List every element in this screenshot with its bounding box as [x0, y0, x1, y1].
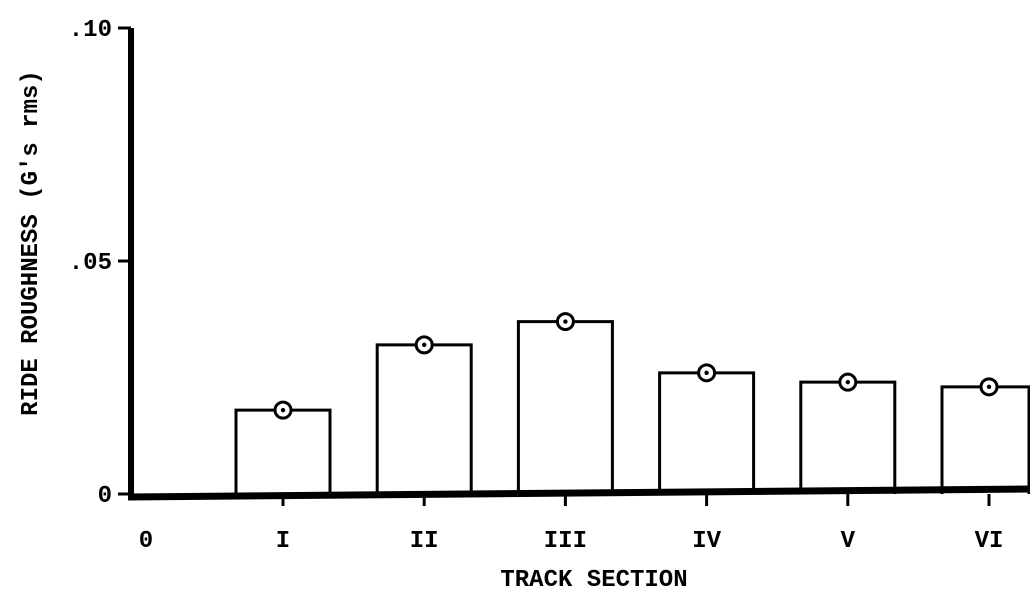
x-axis-line	[127, 485, 1030, 501]
x-ticks-group: I II III IV V VI	[276, 494, 1004, 555]
data-point-marker	[414, 335, 434, 355]
data-point-marker	[979, 377, 999, 397]
x-tick-label: II	[410, 528, 439, 555]
bar	[658, 371, 756, 494]
bar	[940, 385, 1030, 494]
bar	[516, 320, 614, 494]
data-point-marker	[555, 312, 575, 332]
bar	[234, 408, 332, 494]
y-tick-label: .05	[69, 250, 112, 277]
data-point-marker	[273, 400, 293, 420]
x-origin-label: 0	[139, 528, 153, 555]
y-tick-label: .10	[69, 17, 112, 44]
bar	[799, 380, 897, 494]
y-tick-label: 0	[98, 483, 112, 510]
x-tick-label: V	[841, 528, 856, 555]
x-tick-label: III	[544, 528, 587, 555]
bar	[375, 343, 473, 494]
data-point-marker	[838, 372, 858, 392]
x-tick-label: I	[276, 528, 290, 555]
data-point-marker	[697, 363, 717, 383]
y-ticks-group: 0 .05 .10	[69, 17, 131, 510]
x-axis-title: TRACK SECTION	[500, 567, 687, 594]
bars-group	[234, 320, 1030, 494]
x-tick-label: IV	[692, 528, 721, 555]
y-axis-title: RIDE ROUGHNESS (G's rms)	[18, 70, 45, 416]
x-tick-label: VI	[975, 528, 1004, 555]
markers-group	[273, 312, 999, 420]
